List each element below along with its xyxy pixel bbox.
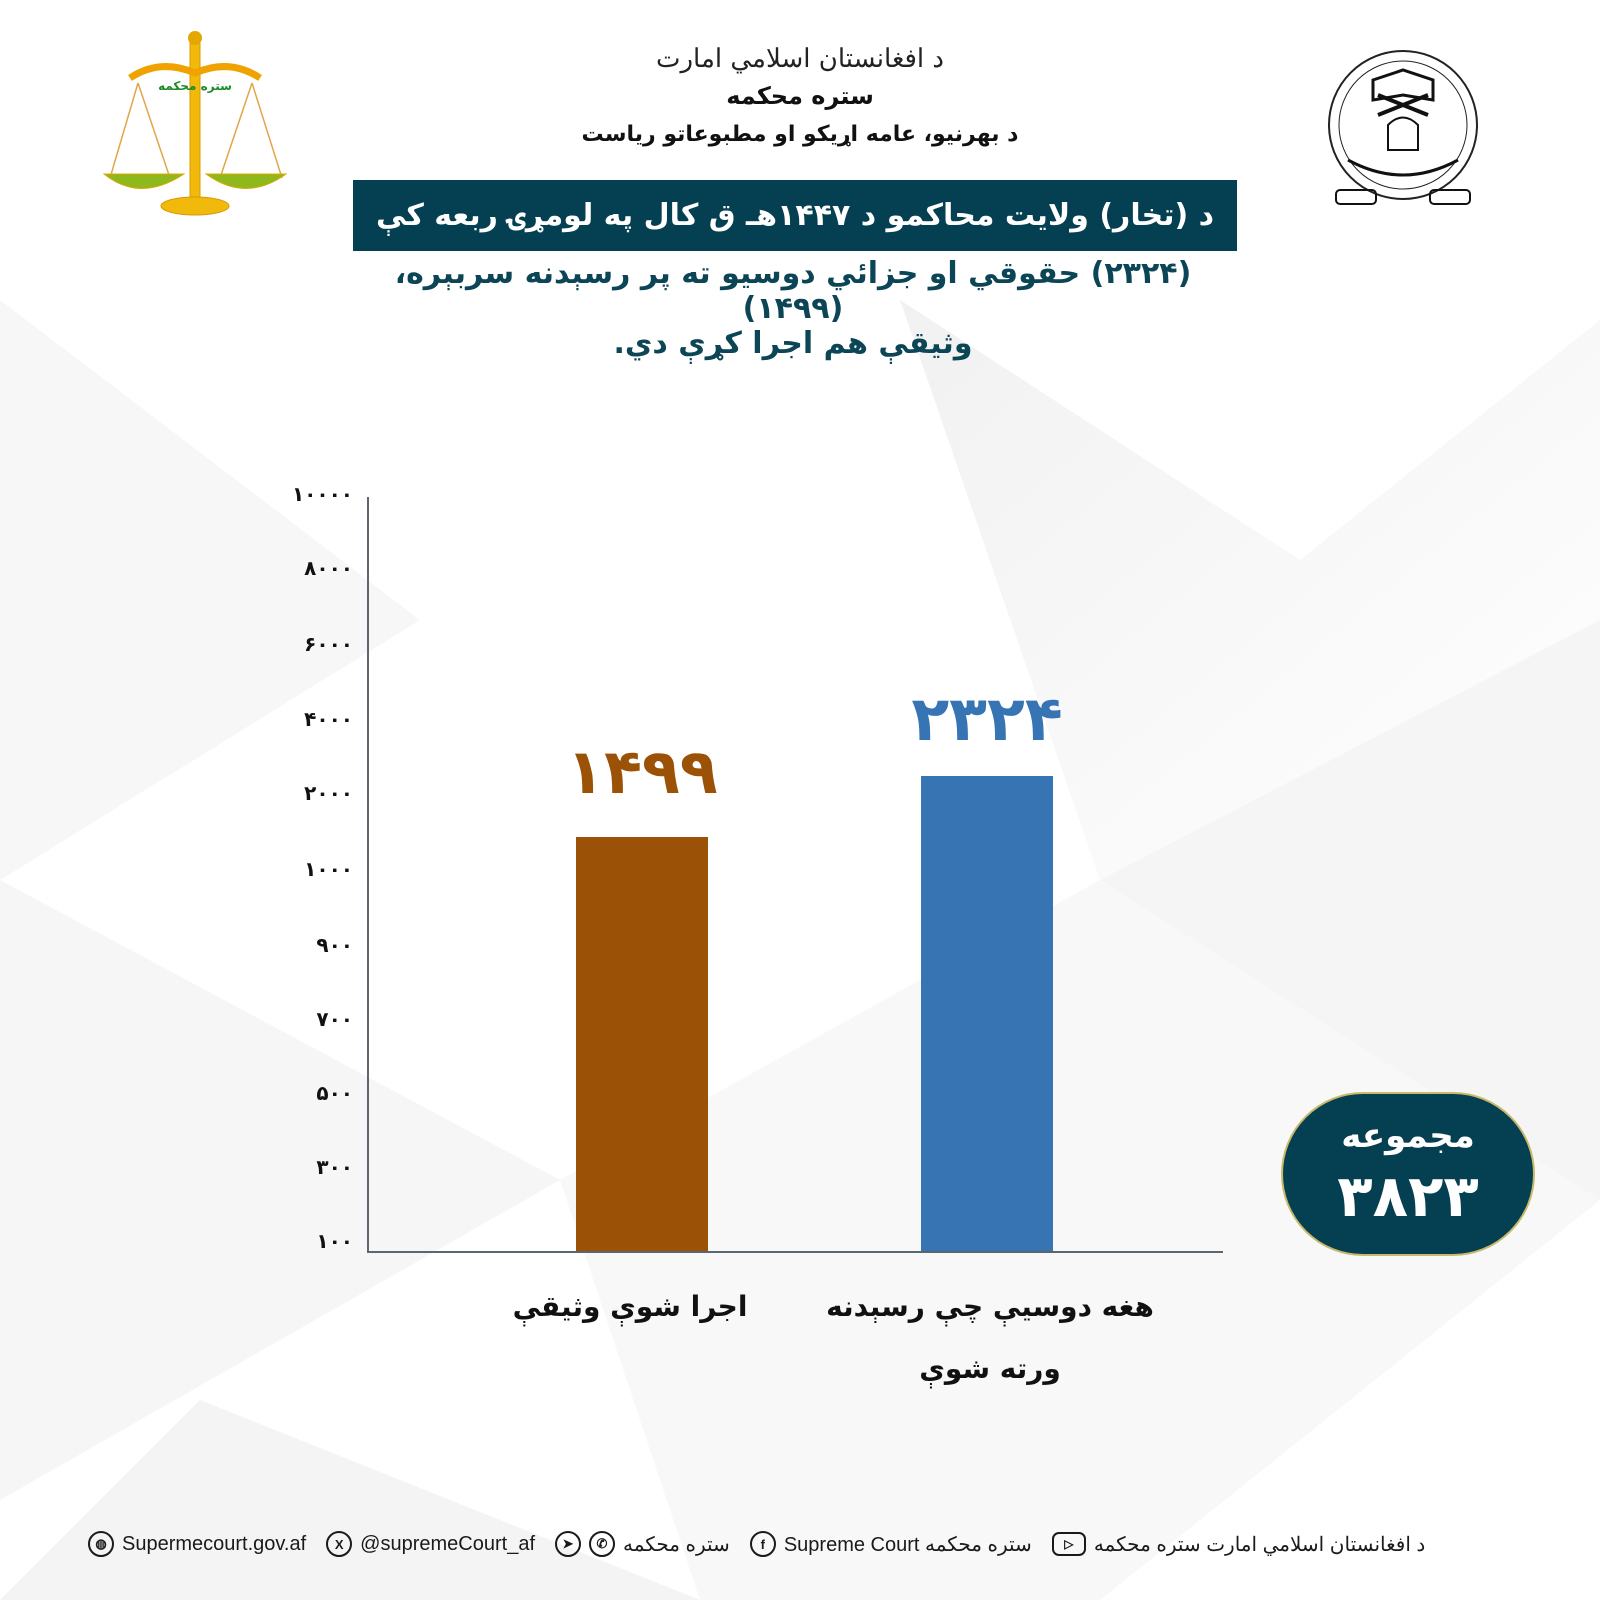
- title-banner-text: د (تخار) ولایت محاکمو د ۱۴۴۷هـ ق کال په …: [375, 198, 1215, 233]
- x-icon: X: [326, 1531, 353, 1557]
- x-label-line: اجرا شوې وثیقې: [512, 1290, 748, 1323]
- y-tick-label: ۷۰۰: [316, 1007, 353, 1031]
- subtitle-line-1: (۲۳۲۴) حقوقي او جزائي دوسیو ته پر رسېدنه…: [394, 256, 1192, 326]
- x-label-line: هغه دوسیې چې رسېدنه: [826, 1290, 1154, 1323]
- y-tick-label: ۱۰۰۰۰: [291, 482, 353, 506]
- youtube-icon: ▷: [1051, 1532, 1086, 1556]
- y-tick-label: ۶۰۰۰: [304, 632, 353, 656]
- globe-icon: ◍: [88, 1531, 114, 1557]
- logo-text: ستره محکمه: [158, 79, 232, 93]
- court-name: ستره محکمه: [726, 82, 874, 110]
- y-tick-label: ۹۰۰: [316, 933, 353, 957]
- whatsapp-icon: ✆: [589, 1531, 615, 1557]
- x-axis: [367, 1251, 1223, 1253]
- bar-processed-cases: [921, 776, 1053, 1252]
- total-badge: مجموعه ۳۸۲۳: [1281, 1092, 1535, 1256]
- emirate-calligraphy: د افغانستان اسلامي امارت: [655, 44, 944, 74]
- youtube-link[interactable]: ▷ د افغانستان اسلامي امارت ستره محکمه: [1051, 1532, 1426, 1557]
- facebook-link[interactable]: f Supreme Court ستره محکمه: [749, 1531, 1032, 1557]
- y-tick-label: ۸۰۰۰: [304, 556, 353, 580]
- department-name: د بهرنیو، عامه اړیکو او مطبوعاتو ریاست: [581, 122, 1019, 147]
- bar-executed-documents: [576, 837, 708, 1252]
- title-banner: د (تخار) ولایت محاکمو د ۱۴۴۷هـ ق کال په …: [353, 180, 1237, 251]
- footer-contacts: ◍ Supermecourt.gov.af X @supremeCourt_af…: [88, 1528, 1508, 1560]
- subtitle-line-2: وثیقې هم اجرا کړې دي.: [613, 326, 973, 361]
- bar-value-label: ۱۴۹۹: [566, 735, 718, 808]
- y-tick-label: ۱۰۰: [316, 1229, 353, 1253]
- total-value: ۳۸۲۳: [1337, 1162, 1479, 1230]
- y-tick-label: ۲۰۰۰: [304, 781, 353, 805]
- facebook-text: Supreme Court ستره محکمه: [783, 1533, 1032, 1556]
- telegram-whatsapp-link[interactable]: ➤ ✆ ستره محکمه: [555, 1531, 730, 1557]
- scales-of-justice-logo: ستره محکمه: [100, 28, 290, 218]
- y-axis: [367, 497, 369, 1253]
- x-category-label: اجرا شوې وثیقې: [480, 1276, 780, 1338]
- y-tick-label: ۵۰۰: [316, 1081, 353, 1105]
- website-link[interactable]: ◍ Supermecourt.gov.af: [88, 1531, 306, 1557]
- youtube-text: د افغانستان اسلامي امارت ستره محکمه: [1093, 1533, 1426, 1556]
- total-label: مجموعه: [1341, 1116, 1475, 1156]
- x-link[interactable]: X @supremeCourt_af: [326, 1531, 535, 1557]
- website-text: Supermecourt.gov.af: [122, 1532, 307, 1555]
- y-tick-label: ۴۰۰۰: [304, 707, 353, 731]
- x-category-label: هغه دوسیې چې رسېدنه ورته شوې: [820, 1276, 1160, 1400]
- telegram-whatsapp-text: ستره محکمه: [623, 1533, 730, 1556]
- bar-value-label: ۲۳۲۴: [911, 682, 1063, 755]
- facebook-icon: f: [749, 1531, 776, 1557]
- x-handle-text: @supremeCourt_af: [360, 1532, 535, 1555]
- y-tick-label: ۳۰۰: [316, 1155, 353, 1179]
- emirate-emblem-logo: [1318, 40, 1488, 210]
- x-label-line: ورته شوې: [919, 1352, 1061, 1385]
- y-tick-label: ۱۰۰۰: [304, 857, 353, 881]
- telegram-icon: ➤: [555, 1531, 581, 1557]
